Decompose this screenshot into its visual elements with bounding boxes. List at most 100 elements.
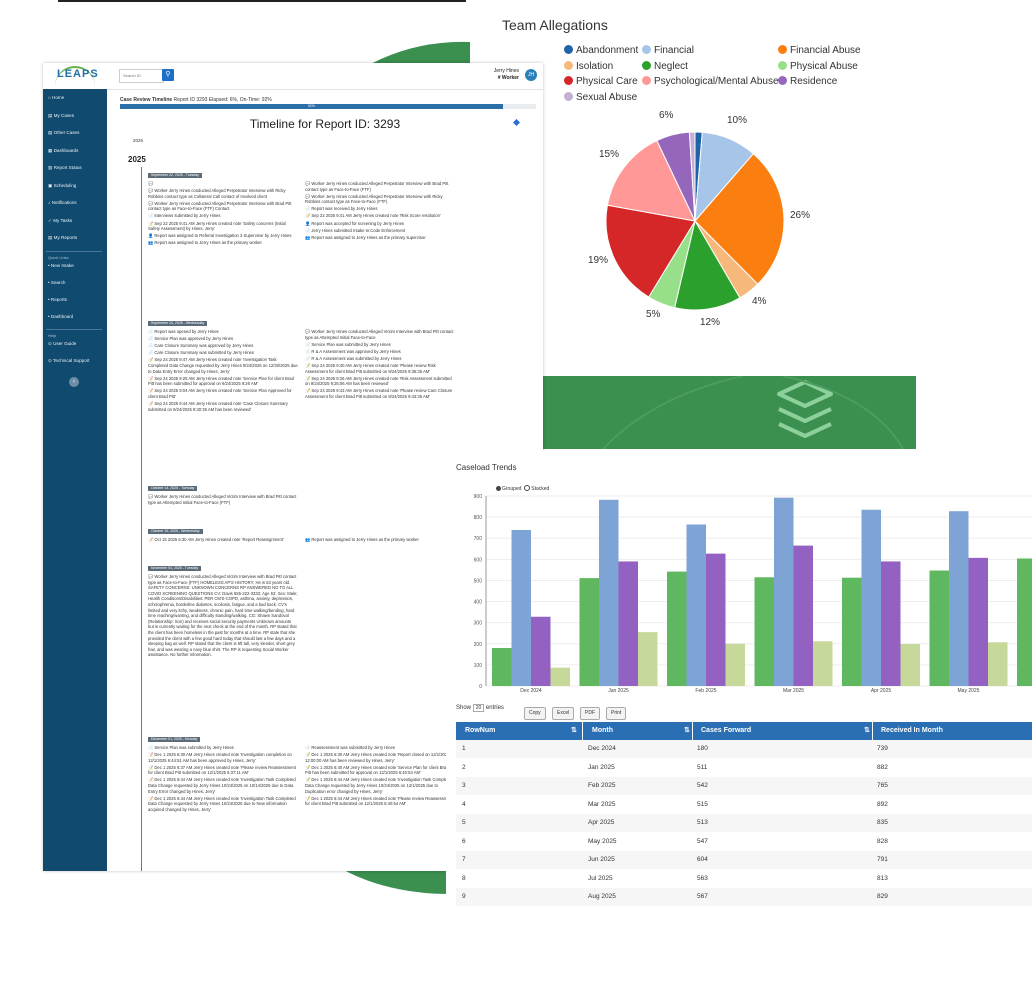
bar[interactable] (599, 499, 619, 686)
col-divider (872, 722, 873, 740)
table-cell: Jul 2025 (588, 874, 613, 882)
table-row[interactable]: 5 Apr 2025 513 835 (456, 814, 1032, 832)
bar[interactable] (949, 511, 969, 686)
stacked-radio[interactable] (524, 485, 531, 491)
table-row[interactable]: 2 Jan 2025 511 882 (456, 759, 1032, 777)
quick-link-3[interactable]: • Dashboard (48, 313, 74, 319)
pie-legend-item[interactable]: Financial Abuse (778, 45, 861, 56)
pie-legend-item[interactable]: Financial (642, 45, 694, 56)
bar[interactable] (492, 648, 512, 686)
bar[interactable] (618, 561, 639, 686)
search-button[interactable]: ⚲ (162, 69, 174, 81)
pie-legend-item[interactable]: Physical Care (564, 76, 638, 87)
sidebar-item-5[interactable]: ▣ Scheduling (48, 182, 77, 188)
table-row[interactable]: 10 Sep 2025 584 914 (456, 907, 1032, 912)
pie-legend-item[interactable]: Abandonment (564, 45, 638, 56)
col-rownum[interactable]: RowNum (465, 727, 496, 734)
legend-label: Financial (654, 45, 695, 56)
bar[interactable] (968, 557, 989, 686)
bar[interactable] (774, 497, 794, 686)
bar[interactable] (900, 643, 921, 686)
layers-icon (777, 380, 833, 438)
sidebar-item-3[interactable]: ▦ Dashboards (48, 147, 79, 153)
sidebar-item-4[interactable]: ▥ Report Status (48, 165, 82, 170)
col-month[interactable]: Month (592, 727, 613, 734)
pie-legend-item[interactable]: Psychological/Mental Abuse (642, 76, 779, 87)
bar[interactable] (929, 570, 950, 686)
logo-arc (55, 66, 95, 86)
sort-icon[interactable]: ⇅ (684, 727, 690, 734)
table-row[interactable]: 8 Jul 2025 563 813 (456, 870, 1032, 888)
legend-label: Physical Abuse (790, 61, 858, 72)
bar[interactable] (793, 545, 814, 686)
sidebar-item-2[interactable]: ▤ Other Cases (48, 130, 80, 135)
table-row[interactable]: 1 Dec 2024 180 739 (456, 740, 1032, 758)
bar[interactable] (511, 529, 532, 686)
pie-slice-6[interactable] (605, 204, 696, 298)
search-input[interactable]: Search ID (119, 69, 164, 83)
bar[interactable] (706, 553, 726, 686)
bar[interactable] (531, 616, 551, 686)
sidebar-item-6[interactable]: ♪ Notifications (48, 200, 77, 205)
page-length-select[interactable]: 20 (472, 704, 485, 712)
sort-icon[interactable]: ⇅ (864, 727, 870, 734)
table-row[interactable]: 7 Jun 2025 604 791 (456, 851, 1032, 869)
table-row[interactable]: 6 May 2025 547 828 (456, 833, 1032, 851)
legend-grouped[interactable]: Grouped (502, 486, 522, 492)
bar[interactable] (988, 642, 1008, 686)
pie-legend-item[interactable]: Neglect (642, 61, 688, 72)
bar[interactable] (550, 667, 571, 686)
sidebar-item-8[interactable]: ▤ My Reports (48, 235, 78, 240)
bar[interactable] (881, 561, 901, 686)
excel-button[interactable]: Excel (552, 707, 575, 720)
bar[interactable] (861, 509, 882, 686)
sidebar-item-7[interactable]: ✓ My Tasks (48, 217, 73, 223)
bar[interactable] (813, 641, 833, 686)
bar[interactable] (1017, 558, 1032, 686)
table-cell: 5 (462, 819, 466, 826)
pie-legend-item[interactable]: Isolation (564, 61, 613, 72)
col-cases-forward[interactable]: Cases Forward (701, 727, 752, 734)
bar[interactable] (842, 577, 862, 686)
pie-slice-4[interactable] (674, 219, 741, 311)
bar[interactable] (725, 643, 746, 686)
pie-legend-item[interactable]: Physical Abuse (778, 61, 858, 72)
copy-button[interactable]: Copy (524, 707, 546, 720)
help-link-1[interactable]: ⊙ Technical Support (48, 357, 90, 363)
table-cell: 9 (462, 893, 466, 900)
bar[interactable] (686, 524, 707, 687)
bar[interactable] (667, 571, 687, 686)
sidebar-collapse-button[interactable]: ‹ (69, 376, 79, 387)
sort-icon[interactable]: ⇅ (571, 727, 577, 734)
table-row[interactable]: 9 Aug 2025 567 829 (456, 888, 1032, 906)
sidebar-item-0[interactable]: ⌂ Home (48, 95, 65, 100)
pie-slice-2[interactable] (694, 153, 785, 285)
bar[interactable] (638, 632, 658, 686)
quick-link-0[interactable]: • New Intake (48, 262, 74, 268)
col-received[interactable]: Received In Month (881, 727, 943, 734)
breadcrumb-label[interactable]: Case Review Timeline (120, 97, 173, 103)
x-tick-label: Jan 2025 (608, 688, 629, 694)
quick-link-2[interactable]: • Reports (48, 296, 67, 302)
pie-legend-item[interactable]: Sexual Abuse (564, 92, 637, 103)
legend-stacked[interactable]: Stacked (531, 486, 550, 492)
pie-legend-item[interactable]: Residence (778, 76, 837, 87)
x-tick-label: Mar 2025 (783, 688, 804, 694)
table-cell: 567 (697, 893, 708, 900)
quick-link-1[interactable]: • Search (48, 279, 66, 285)
pie-slice-7[interactable] (606, 139, 696, 222)
bar[interactable] (579, 578, 600, 686)
bar[interactable] (754, 577, 775, 686)
avatar[interactable]: JH (525, 69, 537, 81)
timeline-event: 📝 Dec 1 2025 6:44 AM Jerry Hines created… (148, 795, 296, 812)
logo[interactable]: LEAPS (57, 68, 99, 80)
pdf-button[interactable]: PDF (580, 707, 600, 720)
pie-slice-9[interactable] (688, 131, 696, 222)
print-button[interactable]: Print (606, 707, 627, 720)
table-cell: Sep 2025 (588, 907, 616, 912)
grouped-radio[interactable] (496, 486, 501, 491)
sidebar-item-1[interactable]: ▤ My Cases (48, 112, 75, 118)
table-row[interactable]: 3 Feb 2025 542 765 (456, 777, 1032, 795)
table-row[interactable]: 4 Mar 2025 515 892 (456, 796, 1032, 814)
help-link-0[interactable]: ⊙ User Guide (48, 340, 77, 346)
